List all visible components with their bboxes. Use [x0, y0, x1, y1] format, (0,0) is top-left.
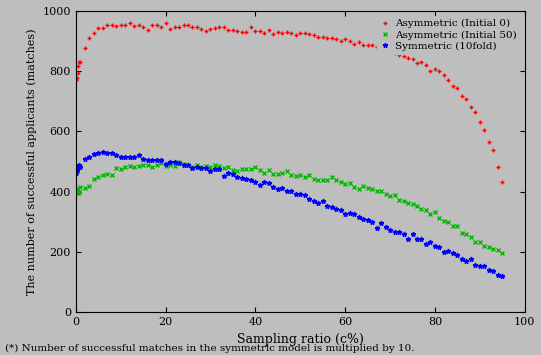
X-axis label: Sampling ratio (c%): Sampling ratio (c%)	[237, 333, 364, 346]
Symmetric (10fold)	[288, 189, 294, 193]
Asymmetric (Initial 0)	[162, 21, 169, 25]
Text: (*) Number of successful matches in the symmetric model is multiplied by 10.: (*) Number of successful matches in the …	[5, 344, 415, 353]
Symmetric (10fold)	[72, 170, 79, 175]
Asymmetric (Initial 50)	[288, 173, 294, 178]
Symmetric (10fold)	[144, 158, 151, 162]
Asymmetric (Initial 50)	[499, 251, 505, 255]
Symmetric (10fold)	[467, 256, 474, 261]
Asymmetric (Initial 0)	[481, 128, 487, 132]
Asymmetric (Initial 0)	[288, 31, 294, 36]
Asymmetric (Initial 0)	[467, 105, 474, 109]
Asymmetric (Initial 0)	[324, 36, 331, 40]
Y-axis label: The number of successful applicants (matches): The number of successful applicants (mat…	[27, 28, 37, 295]
Asymmetric (Initial 0)	[140, 25, 146, 29]
Symmetric (10fold)	[324, 204, 331, 208]
Line: Asymmetric (Initial 50): Asymmetric (Initial 50)	[74, 160, 505, 256]
Asymmetric (Initial 0)	[158, 25, 164, 29]
Asymmetric (Initial 0)	[72, 78, 79, 83]
Asymmetric (Initial 50)	[481, 244, 487, 248]
Legend: Asymmetric (Initial 0), Asymmetric (Initial 50), Symmetric (10fold): Asymmetric (Initial 0), Asymmetric (Init…	[377, 16, 519, 54]
Symmetric (10fold)	[499, 273, 505, 278]
Asymmetric (Initial 50)	[324, 178, 331, 182]
Asymmetric (Initial 50)	[158, 161, 164, 165]
Asymmetric (Initial 50)	[467, 235, 474, 239]
Asymmetric (Initial 50)	[72, 187, 79, 191]
Asymmetric (Initial 0)	[499, 180, 505, 184]
Line: Asymmetric (Initial 0): Asymmetric (Initial 0)	[74, 21, 505, 185]
Symmetric (10fold)	[100, 149, 106, 154]
Asymmetric (Initial 50)	[140, 163, 146, 167]
Asymmetric (Initial 50)	[176, 160, 182, 164]
Symmetric (10fold)	[481, 264, 487, 268]
Symmetric (10fold)	[162, 162, 169, 166]
Line: Symmetric (10fold): Symmetric (10fold)	[74, 149, 505, 278]
